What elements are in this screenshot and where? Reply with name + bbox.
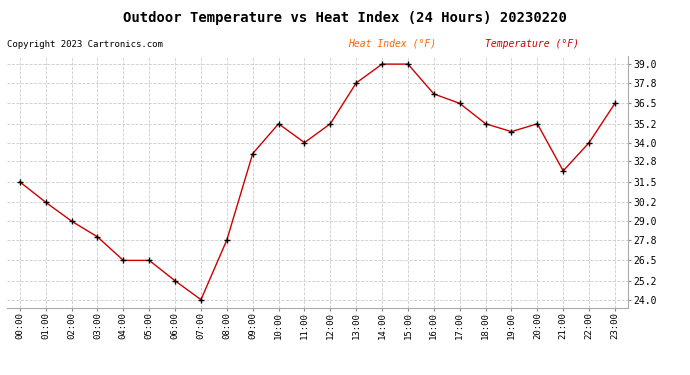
Text: Outdoor Temperature vs Heat Index (24 Hours) 20230220: Outdoor Temperature vs Heat Index (24 Ho… (123, 11, 567, 25)
Text: Heat Index (°F): Heat Index (°F) (348, 39, 437, 49)
Text: Temperature (°F): Temperature (°F) (485, 39, 579, 49)
Text: Copyright 2023 Cartronics.com: Copyright 2023 Cartronics.com (7, 40, 163, 49)
